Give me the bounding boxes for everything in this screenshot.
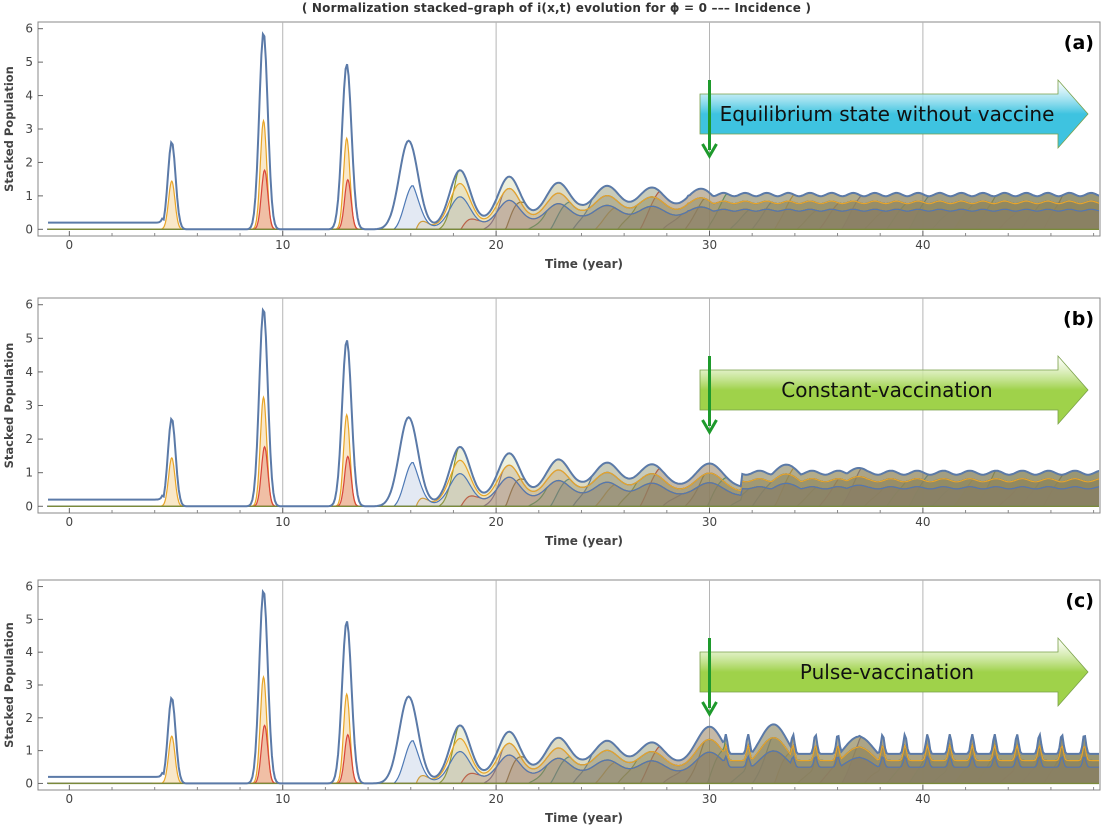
annotation-arrow — [699, 78, 1089, 150]
x-tick-label: 40 — [915, 792, 930, 806]
chart-panel-1: 0 1 2 3 4 5 6 0 10 20 30 40 Time (year) Stacked Popul… — [2, 21, 1101, 271]
y-tick-label: 2 — [25, 711, 33, 725]
y-tick-label: 6 — [25, 298, 33, 312]
marker-arrow-head — [701, 143, 718, 159]
x-tick-label: 10 — [275, 792, 290, 806]
y-tick-label: 4 — [25, 365, 33, 379]
chart-panel-2: 0 1 2 3 4 5 6 0 10 20 30 40 Time (year) Stacked Popul… — [2, 297, 1101, 548]
x-axis-label: Time (year) — [545, 534, 623, 548]
y-tick-label: 3 — [25, 678, 33, 692]
x-tick-label: 20 — [488, 515, 503, 529]
total-outline — [48, 31, 1099, 231]
x-tick-label: 10 — [275, 238, 290, 252]
y-tick-label: 4 — [25, 89, 33, 103]
annotation-text: Constant-vaccination — [781, 378, 992, 402]
panel-label: (c) — [1065, 590, 1094, 612]
y-tick-label: 3 — [25, 122, 33, 136]
figure-caption: ( Normalization stacked–graph of i(x,t) … — [301, 1, 812, 15]
y-axis-label: Stacked Population — [2, 622, 16, 748]
annotation-arrow — [699, 354, 1089, 426]
y-tick-label: 1 — [25, 189, 33, 203]
marker-arrow-head — [701, 419, 718, 435]
panel-label: (b) — [1063, 308, 1094, 330]
panel-label: (a) — [1064, 32, 1094, 54]
y-tick-label: 1 — [25, 744, 33, 758]
y-tick-label: 0 — [25, 499, 33, 513]
x-tick-label: 40 — [915, 515, 930, 529]
total-outline — [48, 307, 1099, 508]
x-tick-label: 0 — [66, 238, 74, 252]
marker-arrow-head — [701, 701, 718, 717]
x-tick-label: 10 — [275, 515, 290, 529]
annotation-text: Pulse-vaccination — [800, 660, 974, 684]
y-tick-label: 4 — [25, 645, 33, 659]
x-tick-label: 20 — [488, 792, 503, 806]
y-tick-label: 6 — [25, 22, 33, 36]
x-tick-label: 30 — [702, 515, 717, 529]
x-tick-label: 0 — [66, 792, 74, 806]
x-tick-label: 40 — [915, 238, 930, 252]
y-tick-label: 5 — [25, 612, 33, 626]
x-tick-label: 30 — [702, 238, 717, 252]
y-tick-label: 0 — [25, 776, 33, 790]
x-axis-label: Time (year) — [545, 257, 623, 271]
x-tick-label: 20 — [488, 238, 503, 252]
x-tick-label: 0 — [66, 515, 74, 529]
y-tick-label: 3 — [25, 399, 33, 413]
plot-area — [47, 31, 1099, 231]
y-tick-label: 6 — [25, 580, 33, 594]
y-tick-label: 5 — [25, 331, 33, 345]
annotation-arrow — [699, 636, 1089, 708]
y-axis-label: Stacked Population — [2, 343, 16, 469]
y-tick-label: 0 — [25, 222, 33, 236]
chart-panel-3: 0 1 2 3 4 5 6 0 10 20 30 40 Time (year) Stacked Popul… — [2, 579, 1101, 825]
plot-area — [47, 307, 1099, 508]
x-tick-label: 30 — [702, 792, 717, 806]
y-axis-label: Stacked Population — [2, 66, 16, 192]
total-outline — [48, 588, 1099, 785]
plot-area — [47, 588, 1099, 785]
annotation-text: Equilibrium state without vaccine — [720, 102, 1055, 126]
y-tick-label: 2 — [25, 155, 33, 169]
x-axis-label: Time (year) — [545, 811, 623, 825]
y-tick-label: 2 — [25, 432, 33, 446]
y-tick-label: 1 — [25, 466, 33, 480]
y-tick-label: 5 — [25, 55, 33, 69]
